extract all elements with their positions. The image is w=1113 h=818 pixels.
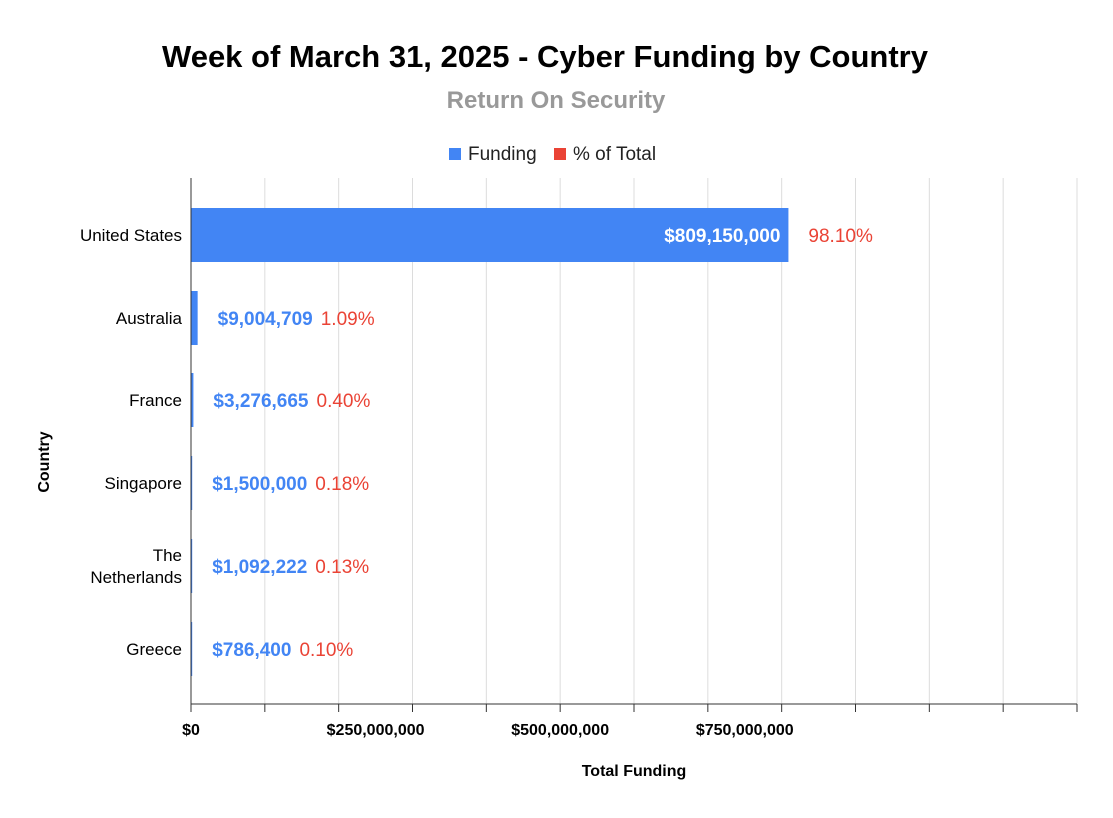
data-label-percent: 0.18% xyxy=(315,474,369,495)
x-tick-label: $0 xyxy=(182,722,200,739)
data-label-percent: 0.40% xyxy=(317,391,371,412)
bar-funding xyxy=(191,291,198,345)
chart-subtitle: Return On Security xyxy=(447,87,666,114)
bar-funding xyxy=(191,208,789,262)
data-label-funding: $786,400 xyxy=(212,640,291,661)
x-tick-label: $500,000,000 xyxy=(511,722,609,739)
chart-title: Week of March 31, 2025 - Cyber Funding b… xyxy=(162,39,929,74)
data-label-funding: $3,276,665 xyxy=(213,391,309,412)
category-label: The xyxy=(153,546,182,565)
data-label-percent: 0.10% xyxy=(299,640,353,661)
x-tick-label: $250,000,000 xyxy=(327,722,425,739)
legend-label-percent: % of Total xyxy=(573,144,656,165)
legend-swatch-funding xyxy=(449,148,461,160)
data-labels: $809,150,000 98.10% $9,004,709 1.09% $3,276,… xyxy=(212,226,873,661)
data-label-percent: 98.10% xyxy=(808,226,873,247)
data-label-funding: $9,004,709 xyxy=(218,309,313,330)
y-axis-title: Country xyxy=(36,431,53,492)
bar-funding xyxy=(191,456,193,510)
category-label: Greece xyxy=(126,640,182,659)
x-tick-label: $750,000,000 xyxy=(696,722,794,739)
category-label: Australia xyxy=(116,309,183,328)
category-label: Netherlands xyxy=(90,568,182,587)
bars xyxy=(191,208,789,676)
category-label: United States xyxy=(80,226,182,245)
category-label: Singapore xyxy=(104,474,182,493)
bar-funding xyxy=(191,539,193,593)
category-labels: United States Australia France Singapore The… xyxy=(80,226,183,659)
data-label-funding: $1,500,000 xyxy=(212,474,307,495)
x-axis-title: Total Funding xyxy=(582,763,687,780)
bar-funding xyxy=(191,622,193,676)
legend-swatch-percent xyxy=(554,148,566,160)
legend-label-funding: Funding xyxy=(468,144,537,165)
data-label-funding: $1,092,222 xyxy=(212,557,307,578)
data-label-percent: 0.13% xyxy=(315,557,369,578)
data-label-percent: 1.09% xyxy=(321,309,375,330)
bar-funding xyxy=(191,373,194,427)
gridlines xyxy=(264,178,1078,704)
data-label-funding: $809,150,000 xyxy=(664,226,780,247)
category-label: France xyxy=(129,391,182,410)
legend: Funding % of Total xyxy=(449,144,656,165)
x-ticks: $0 $250,000,000 $500,000,000 $750,000,000 xyxy=(182,704,1078,739)
